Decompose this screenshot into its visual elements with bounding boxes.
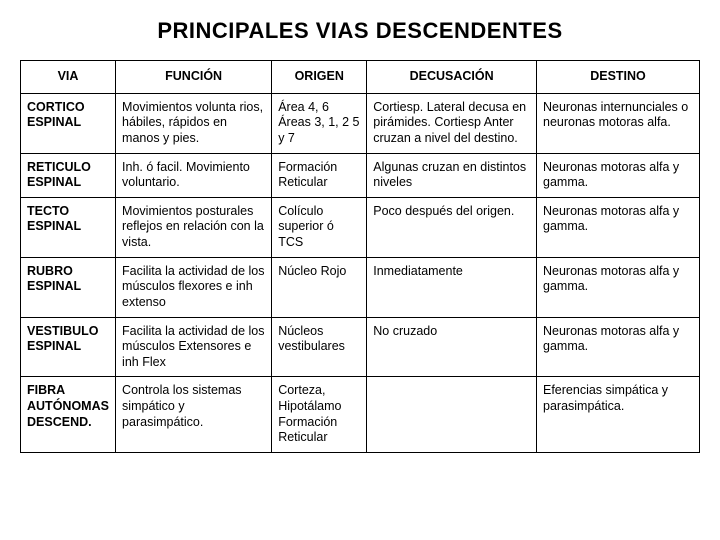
cell-decusacion: Inmediatamente [367, 257, 537, 317]
cell-origen: Núcleo Rojo [272, 257, 367, 317]
cell-via: TECTO ESPINAL [21, 197, 116, 257]
page-title: PRINCIPALES VIAS DESCENDENTES [20, 18, 700, 44]
cell-funcion: Movimientos posturales reflejos en relac… [116, 197, 272, 257]
cell-destino: Eferencias simpática y parasimpática. [537, 377, 700, 453]
cell-origen: Corteza, Hipotálamo Formación Reticular [272, 377, 367, 453]
cell-funcion: Controla los sistemas simpático y parasi… [116, 377, 272, 453]
cell-destino: Neuronas internunciales o neuronas motor… [537, 93, 700, 153]
cell-origen: Colículo superior ó TCS [272, 197, 367, 257]
col-header-destino: DESTINO [537, 61, 700, 94]
cell-origen: Formación Reticular [272, 153, 367, 197]
cell-decusacion: No cruzado [367, 317, 537, 377]
cell-via: CORTICO ESPINAL [21, 93, 116, 153]
cell-via: VESTIBULO ESPINAL [21, 317, 116, 377]
cell-via: RETICULO ESPINAL [21, 153, 116, 197]
cell-decusacion: Poco después del origen. [367, 197, 537, 257]
cell-funcion: Facilita la actividad de los músculos Ex… [116, 317, 272, 377]
cell-funcion: Movimientos volunta rios, hábiles, rápid… [116, 93, 272, 153]
cell-origen: Área 4, 6 Áreas 3, 1, 2 5 y 7 [272, 93, 367, 153]
cell-decusacion [367, 377, 537, 453]
table-row: TECTO ESPINAL Movimientos posturales ref… [21, 197, 700, 257]
cell-decusacion: Algunas cruzan en distintos niveles [367, 153, 537, 197]
col-header-origen: ORIGEN [272, 61, 367, 94]
vias-table: VIA FUNCIÓN ORIGEN DECUSACIÓN DESTINO CO… [20, 60, 700, 453]
table-row: RETICULO ESPINAL Inh. ó facil. Movimient… [21, 153, 700, 197]
cell-destino: Neuronas motoras alfa y gamma. [537, 317, 700, 377]
cell-destino: Neuronas motoras alfa y gamma. [537, 257, 700, 317]
col-header-funcion: FUNCIÓN [116, 61, 272, 94]
cell-decusacion: Cortiesp. Lateral decusa en pirámides. C… [367, 93, 537, 153]
cell-funcion: Inh. ó facil. Movimiento voluntario. [116, 153, 272, 197]
cell-destino: Neuronas motoras alfa y gamma. [537, 197, 700, 257]
table-row: FIBRA AUTÓNOMAS DESCEND. Controla los si… [21, 377, 700, 453]
cell-via: RUBRO ESPINAL [21, 257, 116, 317]
cell-funcion: Facilita la actividad de los músculos fl… [116, 257, 272, 317]
col-header-via: VIA [21, 61, 116, 94]
table-header-row: VIA FUNCIÓN ORIGEN DECUSACIÓN DESTINO [21, 61, 700, 94]
page-container: PRINCIPALES VIAS DESCENDENTES VIA FUNCIÓ… [0, 0, 720, 473]
cell-via: FIBRA AUTÓNOMAS DESCEND. [21, 377, 116, 453]
table-row: CORTICO ESPINAL Movimientos volunta rios… [21, 93, 700, 153]
cell-origen: Núcleos vestibulares [272, 317, 367, 377]
table-row: RUBRO ESPINAL Facilita la actividad de l… [21, 257, 700, 317]
table-row: VESTIBULO ESPINAL Facilita la actividad … [21, 317, 700, 377]
cell-destino: Neuronas motoras alfa y gamma. [537, 153, 700, 197]
col-header-decusacion: DECUSACIÓN [367, 61, 537, 94]
